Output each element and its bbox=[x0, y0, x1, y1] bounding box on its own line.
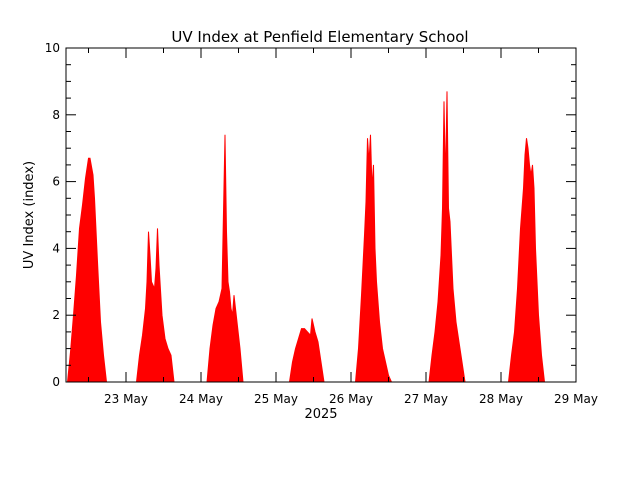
uv-series-day-1 bbox=[66, 157, 108, 383]
y-axis-title: UV Index (index) bbox=[22, 161, 37, 269]
x-tick-label: 23 May bbox=[104, 392, 148, 406]
x-tick-label: 26 May bbox=[329, 392, 373, 406]
y-tick-label: 6 bbox=[52, 175, 60, 189]
x-tick-label: 24 May bbox=[179, 392, 223, 406]
uv-series-day-2 bbox=[135, 228, 175, 383]
uv-series-day-3 bbox=[206, 134, 244, 383]
x-tick-label: 27 May bbox=[404, 392, 448, 406]
x-tick-label: 28 May bbox=[479, 392, 523, 406]
uv-series-day-4 bbox=[288, 318, 325, 383]
y-tick-label: 2 bbox=[52, 308, 60, 322]
uv-series-day-5 bbox=[354, 134, 393, 383]
y-tick-label: 4 bbox=[52, 241, 60, 255]
x-tick-label: 25 May bbox=[254, 392, 298, 406]
uv-series-day-7 bbox=[507, 138, 546, 383]
plot-frame bbox=[65, 47, 577, 383]
chart-title: UV Index at Penfield Elementary School bbox=[171, 28, 468, 46]
uv-series-day-6 bbox=[428, 91, 466, 383]
y-tick-label: 8 bbox=[52, 108, 60, 122]
y-tick-label: 10 bbox=[45, 41, 60, 55]
x-axis-title: 2025 bbox=[304, 407, 337, 422]
x-tick-label: 29 May bbox=[554, 392, 598, 406]
y-tick-label: 0 bbox=[52, 375, 60, 389]
series-layer bbox=[66, 91, 546, 383]
